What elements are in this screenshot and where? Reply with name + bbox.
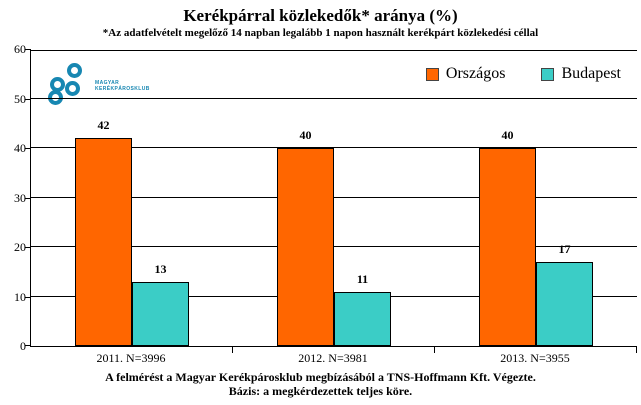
bar-value-label: 17 [558, 241, 571, 256]
bar-budapest-3 [536, 261, 593, 346]
logo-text-line2: KERÉKPÁROSKLUB [95, 86, 150, 92]
legend-label: Budapest [561, 65, 621, 82]
bar-országos-1 [75, 138, 132, 346]
bar-value-label: 42 [97, 118, 110, 133]
bar-budapest-2 [334, 291, 391, 346]
gridline [31, 196, 637, 198]
x-category-label: 2012. N=3981 [298, 351, 368, 365]
bar-value-label: 40 [299, 128, 312, 142]
y-axis-tick-label: 60 [14, 42, 26, 56]
legend-label: Országos [445, 65, 506, 82]
y-axis-tick [25, 49, 31, 50]
chart-subtitle: *Az adatfelvételt megelőző 14 napban leg… [102, 27, 539, 39]
y-axis-tick-label: 50 [14, 91, 26, 106]
gridline [31, 147, 637, 148]
y-axis-tick-label: 40 [14, 141, 26, 155]
x-category-label: 2013. N=3955 [500, 351, 570, 365]
y-axis-tick-label: 10 [14, 289, 26, 304]
y-axis-tick-label: 30 [14, 190, 26, 205]
y-axis-tick [25, 345, 31, 346]
magyar-kerekparosklub-logo: MAGYAR KERÉKPÁROSKLUB [39, 56, 159, 108]
logo-ring-icon [65, 81, 80, 96]
bar-országos-3 [479, 148, 536, 346]
logo-text: MAGYAR KERÉKPÁROSKLUB [95, 80, 150, 92]
y-axis-tick [25, 148, 31, 149]
legend-item-országos: Országos [425, 65, 506, 83]
x-category-label: 2011. N=3996 [96, 351, 166, 365]
y-axis-tick [25, 296, 31, 298]
bar-value-label: 40 [501, 128, 514, 142]
footer-source: A felmérést a Magyar Kerékpárosklub megb… [105, 370, 536, 384]
x-axis-tick [232, 347, 233, 353]
y-axis-tick-label: 0 [20, 339, 26, 353]
plot-area: MAGYAR KERÉKPÁROSKLUB Országos Budapest 4… [25, 49, 637, 353]
chart-title: Kerékpárral közlekedők* aránya (%) [183, 6, 458, 25]
y-axis-tick [25, 247, 31, 248]
bar-budapest-1 [132, 281, 189, 346]
bar-value-label: 11 [356, 271, 369, 286]
y-axis-tick-label: 20 [14, 240, 26, 254]
legend-swatch-icon [425, 67, 439, 81]
legend-item-budapest: Budapest [541, 65, 621, 83]
logo-ring-icon [67, 63, 82, 78]
x-axis-tick [434, 347, 435, 353]
y-axis-tick [25, 197, 31, 199]
x-axis-tick [636, 347, 637, 353]
legend: Országos Budapest [425, 65, 621, 83]
footer-basis: Bázis: a megkérdezettek teljes köre. [228, 384, 413, 398]
logo-text-line1: MAGYAR [95, 80, 120, 86]
gridline [31, 246, 637, 247]
bar-value-label: 13 [154, 261, 167, 276]
gridline [31, 97, 637, 99]
legend-swatch-icon [541, 67, 555, 81]
y-axis-tick [25, 98, 31, 100]
bar-országos-2 [277, 148, 334, 346]
